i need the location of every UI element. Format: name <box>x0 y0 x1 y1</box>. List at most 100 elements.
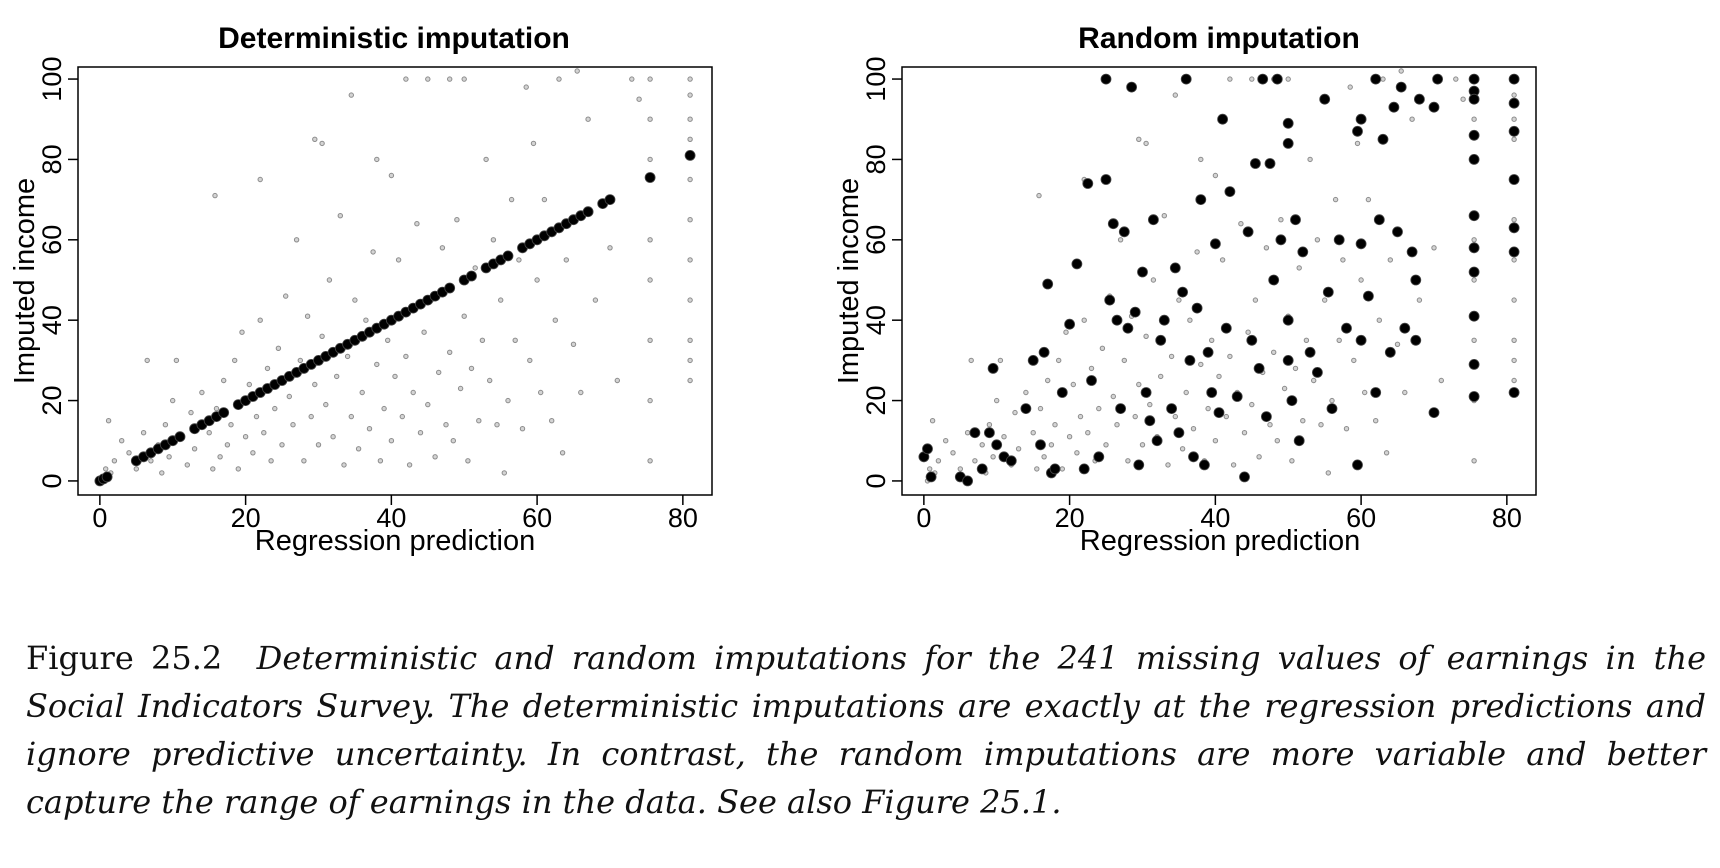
observed-point <box>1041 454 1047 460</box>
observed-point <box>1322 297 1328 303</box>
imputed-point <box>1198 459 1210 471</box>
x-tick-label: 0 <box>916 503 931 533</box>
imputed-point <box>1093 451 1105 463</box>
observed-point <box>334 373 340 380</box>
observed-point <box>1136 381 1142 388</box>
imputed-point <box>1410 334 1422 346</box>
imputed-point <box>1122 322 1134 334</box>
imputed-point <box>1078 463 1090 475</box>
observed-point <box>312 381 318 388</box>
observed-point <box>221 377 227 384</box>
observed-point <box>1063 329 1069 335</box>
observed-point <box>188 409 194 416</box>
observed-point <box>119 438 125 444</box>
observed-point <box>392 373 398 380</box>
imputed-point <box>1406 246 1418 258</box>
observed-point <box>1303 337 1310 343</box>
imputed-point <box>1508 222 1520 234</box>
observed-point <box>636 96 642 102</box>
observed-point <box>629 76 635 82</box>
imputed-point <box>1260 411 1272 423</box>
observed-point <box>348 413 354 420</box>
observed-point <box>1249 401 1255 408</box>
observed-point <box>399 413 405 420</box>
observed-point <box>111 458 118 464</box>
y-tick-label: 20 <box>37 386 67 416</box>
imputed-point <box>1282 117 1294 129</box>
imputed-point <box>1137 266 1148 278</box>
observed-point <box>1150 277 1157 283</box>
observed-point <box>647 76 653 82</box>
imputed-point <box>1414 93 1425 105</box>
observed-point <box>1219 257 1226 263</box>
observed-point <box>105 418 112 424</box>
imputed-point <box>1326 403 1338 415</box>
observed-point <box>534 277 540 283</box>
observed-point <box>173 357 180 364</box>
observed-point <box>253 413 260 420</box>
observed-point <box>687 337 693 343</box>
imputed-point <box>1100 174 1112 185</box>
imputed-point <box>1158 314 1170 326</box>
observed-point <box>986 422 993 428</box>
observed-point <box>1117 237 1124 243</box>
imputed-point <box>1056 387 1068 398</box>
imputed-point <box>991 439 1003 451</box>
y-axis: 0 20 40 60 80 100 <box>37 57 78 488</box>
observed-point <box>217 454 223 460</box>
observed-point <box>1070 381 1077 388</box>
figure-caption: Figure 25.2 Deterministic and random imp… <box>26 634 1706 826</box>
imputed-point <box>1107 218 1119 230</box>
observed-point <box>1052 422 1058 428</box>
imputed-point <box>1177 286 1189 298</box>
observed-point <box>1340 257 1346 263</box>
observed-point <box>457 385 464 392</box>
y-tick-label: 40 <box>37 305 67 335</box>
y-tick-label: 80 <box>861 144 891 174</box>
observed-point <box>1245 329 1251 335</box>
imputed-point <box>1133 459 1145 471</box>
observed-point <box>1263 245 1270 251</box>
observed-point <box>585 116 591 122</box>
x-tick-label: 20 <box>231 503 261 533</box>
chart-title: Random imputation <box>1078 22 1360 55</box>
observed-point <box>1114 422 1120 428</box>
observed-point <box>1325 470 1331 476</box>
chart-title: Deterministic imputation <box>218 22 570 55</box>
x-tick-label: 20 <box>1055 503 1085 533</box>
observed-point <box>1471 337 1477 343</box>
observed-point <box>1511 116 1517 122</box>
observed-point <box>232 357 238 364</box>
imputed-point <box>1115 403 1127 415</box>
observed-point <box>159 470 165 476</box>
imputed-point <box>1508 97 1520 109</box>
imputed-point <box>1311 366 1323 378</box>
y-tick-label: 60 <box>37 225 67 255</box>
observed-point <box>381 405 387 412</box>
observed-point <box>479 337 486 343</box>
imputed-point <box>1468 153 1480 165</box>
imputed-point <box>987 362 999 374</box>
observed-point <box>549 418 555 424</box>
y-axis-label: Imputed income <box>9 178 41 384</box>
y-tick-label: 40 <box>861 305 891 335</box>
observed-point <box>647 458 653 464</box>
observed-point <box>687 257 693 263</box>
imputed-point <box>1191 302 1203 314</box>
observed-point <box>979 442 985 448</box>
observed-point <box>213 405 220 412</box>
imputed-point <box>1206 387 1218 398</box>
observed-point <box>964 430 971 436</box>
imputed-point <box>1246 334 1258 346</box>
imputed-point <box>1049 463 1061 475</box>
observed-point <box>538 389 544 396</box>
observed-point <box>647 337 653 343</box>
observed-point <box>1037 405 1044 412</box>
observed-point <box>519 426 526 432</box>
imputed-point <box>1395 81 1407 93</box>
imputed-point <box>1129 306 1141 318</box>
imputed-point <box>1253 362 1265 374</box>
imputed-point <box>1100 73 1112 85</box>
imputed-point <box>1071 258 1083 270</box>
observed-point <box>1198 361 1204 368</box>
